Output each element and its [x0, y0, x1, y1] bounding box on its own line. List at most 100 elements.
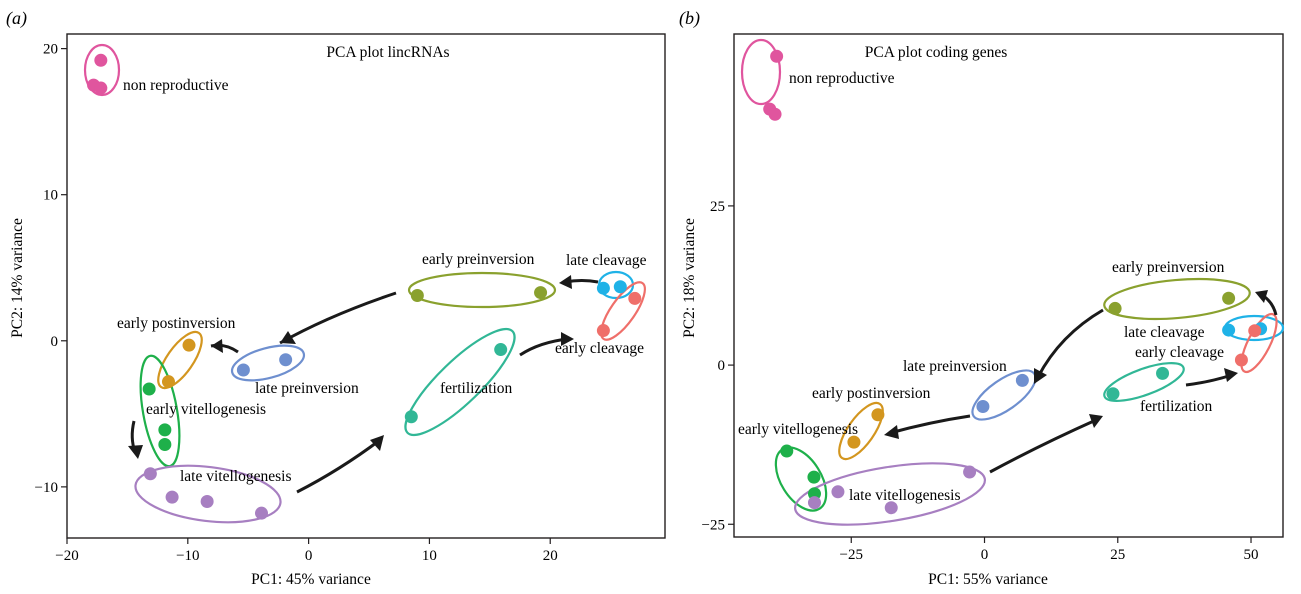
label-late-cleavage: late cleavage	[566, 252, 647, 269]
x-axis-title-b: PC1: 55% variance	[928, 571, 1048, 588]
point-b-fertilization	[1156, 366, 1170, 380]
point-a-late-cleavage	[596, 281, 610, 295]
ellipse-b-early-preinversion	[1103, 277, 1251, 321]
arrow-b-1	[1036, 308, 1104, 378]
label-non-reproductive: non reproductive	[123, 77, 229, 94]
ellipse-early-postinversion	[157, 330, 203, 390]
arrow-a-4	[296, 438, 381, 494]
label-b-early-vitellogenesis: early vitellogenesis	[738, 421, 858, 438]
arrow-b-4	[1185, 373, 1233, 387]
x-tick-label-a: −20	[55, 548, 78, 564]
point-a-early-vitellogenesis	[142, 382, 156, 396]
label-early-vitellogenesis: early vitellogenesis	[146, 401, 266, 418]
point-a-early-preinversion	[534, 286, 548, 300]
label-early-preinversion: early preinversion	[422, 251, 535, 268]
y-tick-label-a: 20	[43, 42, 58, 58]
point-b-early-preinversion	[1222, 291, 1236, 305]
point-a-early-preinversion	[410, 288, 424, 302]
ellipse-non-reproductive	[83, 43, 121, 97]
x-axis-title-a: PC1: 45% variance	[251, 571, 371, 588]
y-tick-label-b: 0	[718, 358, 726, 374]
label-b-fertilization: fertilization	[1140, 398, 1213, 415]
y-axis-title-b: PC2: 18% variance	[681, 218, 698, 338]
x-tick-label-a: 0	[305, 548, 313, 564]
plot-frame-a	[66, 33, 666, 539]
point-b-early-vitellogenesis	[807, 487, 821, 501]
group-labels-b: non reproductive early preinversion late…	[738, 70, 1225, 504]
data-points-b	[763, 49, 1268, 515]
point-a-early-cleavage	[596, 324, 610, 338]
point-a-late-preinversion	[236, 363, 250, 377]
label-b-early-cleavage: early cleavage	[1135, 344, 1224, 361]
label-b-late-vitellogenesis: late vitellogenesis	[849, 487, 960, 504]
point-b-early-cleavage	[1248, 324, 1262, 338]
point-b-early-postinversion	[871, 408, 885, 422]
ellipse-late-vitellogenesis	[134, 464, 282, 524]
ellipse-b-early-postinversion	[838, 401, 884, 461]
label-b-non-reproductive: non reproductive	[789, 70, 895, 87]
point-a-late-vitellogenesis	[200, 494, 214, 508]
arrow-a-6-head	[559, 275, 572, 289]
ellipse-b-early-cleavage	[1240, 312, 1278, 374]
point-b-late-vitellogenesis	[884, 501, 898, 515]
point-a-early-postinversion	[182, 338, 196, 352]
arrow-a-4-head	[370, 435, 384, 451]
point-b-late-cleavage	[1222, 323, 1236, 337]
x-tick-label-b: 0	[981, 547, 989, 563]
y-tick-label-a: 0	[51, 334, 59, 350]
arrow-b-5-head	[1255, 290, 1268, 303]
point-b-early-preinversion	[1108, 301, 1122, 315]
point-b-non-reproductive	[770, 49, 784, 63]
y-axis-a: 20 10 0 −10	[35, 42, 67, 496]
label-late-preinversion: late preinversion	[255, 380, 359, 397]
label-b-early-postinversion: early postinversion	[812, 385, 931, 402]
point-a-non-reproductive	[94, 81, 108, 95]
arrow-a-3-head	[128, 445, 143, 459]
arrow-b-3-head	[1089, 414, 1103, 428]
point-b-late-vitellogenesis	[963, 465, 977, 479]
x-tick-label-b: −25	[840, 547, 863, 563]
point-b-early-postinversion	[847, 435, 861, 449]
group-labels-a: non reproductive early preinversion late…	[117, 77, 647, 485]
trajectory-arrows-b	[884, 290, 1278, 474]
point-a-late-preinversion	[279, 353, 293, 367]
y-tick-label-a: −10	[35, 480, 58, 496]
point-a-fertilization	[404, 410, 418, 424]
point-a-early-vitellogenesis	[158, 423, 172, 437]
ellipse-early-cleavage	[600, 281, 646, 341]
x-tick-label-b: 25	[1110, 547, 1125, 563]
arrow-a-2-head	[211, 339, 223, 353]
arrow-b-1-head	[1034, 368, 1047, 384]
label-early-cleavage: early cleavage	[555, 340, 644, 357]
ellipse-b-early-vitellogenesis	[774, 446, 828, 512]
ellipse-b-late-vitellogenesis	[793, 462, 987, 526]
label-early-postinversion: early postinversion	[117, 315, 236, 332]
point-b-early-vitellogenesis	[780, 444, 794, 458]
point-a-late-vitellogenesis	[143, 467, 157, 481]
point-b-early-cleavage	[1234, 353, 1248, 367]
panel-label-a: (a)	[6, 8, 27, 29]
label-b-late-cleavage: late cleavage	[1124, 324, 1205, 341]
ellipse-b-non-reproductive	[740, 38, 782, 106]
panel-label-b: (b)	[679, 8, 700, 29]
arrow-b-3	[989, 418, 1097, 474]
arrow-a-1	[279, 291, 397, 345]
x-tick-label-a: −10	[176, 548, 199, 564]
x-axis-a: −20 −10 0 10 20	[55, 538, 558, 564]
trajectory-arrows-a	[128, 275, 599, 494]
y-axis-b: 25 0 −25	[702, 199, 734, 533]
point-b-late-preinversion	[1015, 373, 1029, 387]
cluster-ellipses-a	[83, 43, 646, 524]
point-a-early-vitellogenesis	[158, 438, 172, 452]
panel-b: (b) PCA plot coding genes −25 0 25 50 250−2…	[679, 8, 1285, 588]
point-a-non-reproductive	[94, 53, 108, 67]
plot-frame-b	[733, 33, 1284, 538]
ellipse-early-preinversion	[407, 271, 557, 309]
x-axis-b: −25 0 25 50	[840, 537, 1259, 563]
point-a-late-cleavage	[613, 280, 627, 294]
arrow-b-2	[889, 414, 971, 435]
arrow-a-5-head	[561, 332, 574, 346]
point-a-late-vitellogenesis	[165, 490, 179, 504]
arrow-a-1-head	[280, 331, 296, 344]
